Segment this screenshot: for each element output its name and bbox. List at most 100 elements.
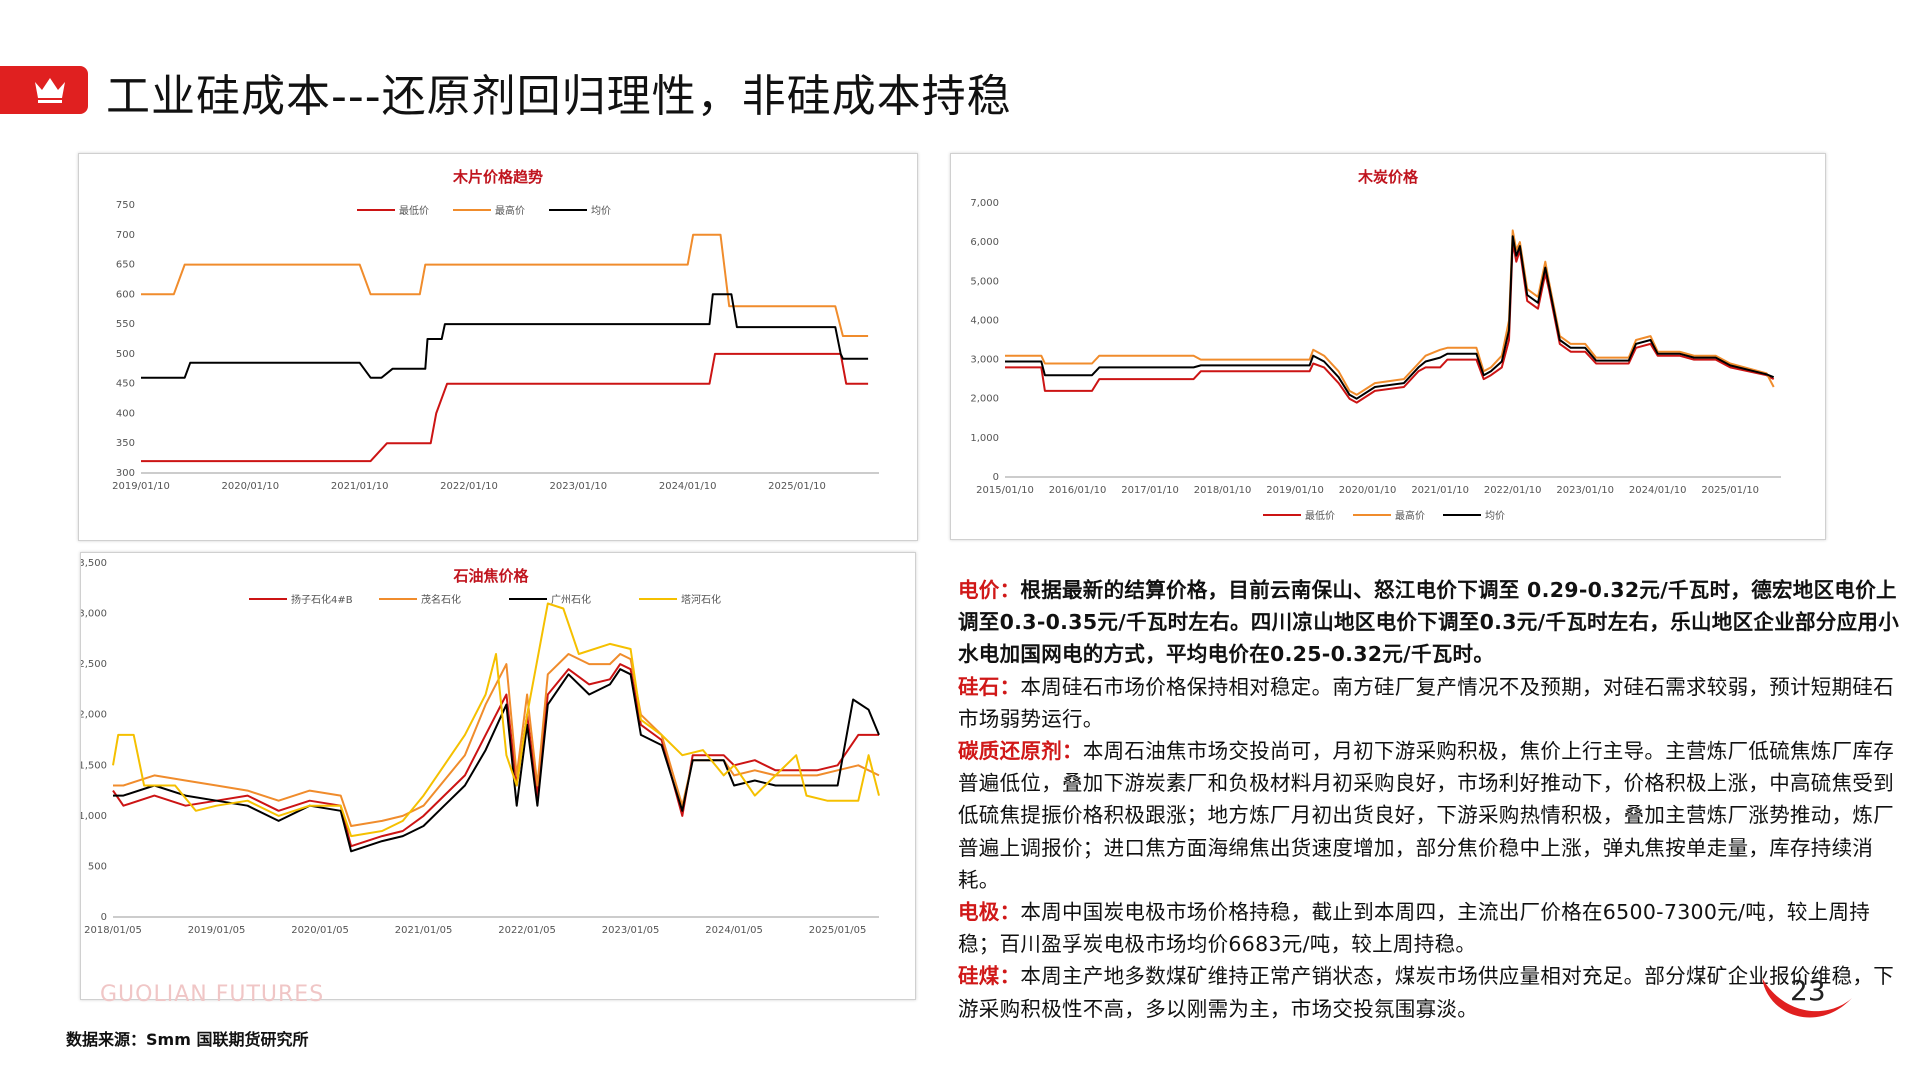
wood-chart-title: 木片价格趋势: [452, 168, 543, 186]
charcoal-chart-legend: 最低价 最高价 均价: [1263, 509, 1505, 522]
y-tick-label: 0: [101, 912, 107, 923]
note-electricity: 电价：根据最新的结算价格，目前云南保山、怒江电价下调至 0.29-0.32元/千…: [958, 574, 1908, 671]
y-tick-label: 550: [116, 319, 135, 330]
y-tick-label: 3,500: [81, 558, 107, 569]
petcoke-chart-panel: 石油焦价格 扬子石化4#B 茂名石化 广州石化 塔河石化 0 500 1,000 1,500…: [80, 552, 916, 1000]
y-tick-label: 350: [116, 438, 135, 449]
charcoal-chart-panel: 木炭价格 最低价 最高价 均价 0 1,000 2,000 3,000 4,000 5,000…: [950, 153, 1826, 540]
y-tick-label: 6,000: [970, 237, 999, 248]
series-line-2: [113, 668, 880, 853]
charcoal-chart-axes: 0 1,000 2,000 3,000 4,000 5,000 6,000 7,000 2015…: [970, 198, 1781, 496]
x-tick-label: 2024/01/10: [1629, 485, 1687, 496]
watermark: GUOLIAN FUTURES: [100, 982, 325, 1007]
x-tick-label: 2022/01/10: [1484, 485, 1542, 496]
market-notes: 电价：根据最新的结算价格，目前云南保山、怒江电价下调至 0.29-0.32元/千…: [958, 574, 1908, 1025]
note-label: 电极：: [958, 900, 1021, 925]
page-title: 工业硅成本---还原剂回归理性，非硅成本持稳: [106, 71, 1012, 122]
series-line-1: [113, 653, 880, 827]
y-tick-label: 500: [88, 861, 107, 872]
legend-label: 塔河石化: [681, 593, 721, 606]
note-text: 本周中国炭电极市场价格持稳，截止到本周四，主流出厂价格在6500-7300元/吨…: [958, 900, 1871, 957]
series-line-2: [141, 293, 869, 379]
petcoke-chart-axes: 0 500 1,000 1,500 2,000 2,500 3,000 3,500 2018/0…: [81, 558, 879, 936]
x-tick-label: 2021/01/10: [1411, 485, 1469, 496]
x-tick-label: 2016/01/10: [1049, 485, 1107, 496]
y-tick-label: 3,000: [81, 609, 107, 620]
wood-chip-chart: 木片价格趋势 最低价 最高价 均价 300 350 400 450 500 550 600 650…: [112, 168, 879, 492]
petcoke-chart-title: 石油焦价格: [452, 567, 529, 585]
y-tick-label: 7,000: [970, 198, 999, 209]
charcoal-chart-title: 木炭价格: [1357, 168, 1419, 186]
x-tick-label: 2017/01/10: [1121, 485, 1179, 496]
y-tick-label: 3,000: [970, 355, 999, 366]
series-line-1: [1005, 229, 1775, 396]
series-line-0: [141, 352, 869, 463]
x-tick-label: 2021/01/10: [331, 481, 389, 492]
charcoal-chart-lines: [1005, 229, 1775, 404]
page-number: 23: [1790, 974, 1826, 1007]
legend-label: 最高价: [495, 204, 525, 217]
note-label: 电价：: [958, 578, 1021, 602]
x-tick-label: 2022/01/10: [440, 481, 498, 492]
note-label: 碳质还原剂：: [958, 739, 1083, 764]
wood-chart-legend: 最低价 最高价 均价: [357, 204, 611, 217]
wood-chip-chart-panel: 木片价格趋势 最低价 最高价 均价 300 350 400 450 500 550 600 650…: [78, 153, 918, 541]
x-tick-label: 2023/01/10: [1556, 485, 1614, 496]
legend-label: 茂名石化: [421, 593, 461, 606]
wood-chart-axes: 300 350 400 450 500 550 600 650 700 750 2019/01/10…: [112, 200, 879, 492]
note-text: 本周石油焦市场交投尚可，月初下游采购积极，焦价上行主导。主营炼厂低硫焦炼厂库存普…: [958, 739, 1895, 892]
note-text: 本周硅石市场价格保持相对稳定。南方硅厂复产情况不及预期，对硅石需求较弱，预计短期…: [958, 674, 1895, 731]
y-tick-label: 2,500: [81, 659, 107, 670]
legend-label: 最低价: [399, 204, 429, 217]
y-tick-label: 700: [116, 230, 135, 241]
series-line-2: [1005, 235, 1775, 400]
x-tick-label: 2015/01/10: [976, 485, 1034, 496]
legend-label: 最高价: [1395, 509, 1425, 522]
x-tick-label: 2024/01/05: [705, 925, 763, 936]
series-line-1: [141, 233, 869, 337]
data-source: 数据来源：Smm 国联期货研究所: [66, 1030, 309, 1049]
x-tick-label: 2018/01/10: [1194, 485, 1252, 496]
petcoke-chart-legend: 扬子石化4#B 茂名石化 广州石化 塔河石化: [249, 593, 721, 606]
x-tick-label: 2025/01/10: [768, 481, 826, 492]
x-tick-label: 2019/01/10: [112, 481, 170, 492]
note-reductant: 碳质还原剂：本周石油焦市场交投尚可，月初下游采购积极，焦价上行主导。主营炼厂低硫…: [958, 735, 1908, 896]
note-silica: 硅石：本周硅石市场价格保持相对稳定。南方硅厂复产情况不及预期，对硅石需求较弱，预…: [958, 671, 1908, 735]
y-tick-label: 2,000: [81, 710, 107, 721]
note-text: 根据最新的结算价格，目前云南保山、怒江电价下调至 0.29-0.32元/千瓦时，…: [958, 578, 1899, 667]
y-tick-label: 2,000: [970, 394, 999, 405]
y-tick-label: 300: [116, 468, 135, 479]
page-corner-decoration: [1762, 978, 1852, 1018]
x-tick-label: 2021/01/05: [395, 925, 453, 936]
y-tick-label: 5,000: [970, 276, 999, 287]
x-tick-label: 2019/01/05: [188, 925, 246, 936]
x-tick-label: 2020/01/05: [291, 925, 349, 936]
note-text: 本周主产地多数煤矿维持正常产销状态，煤炭市场供应量相对充足。部分煤矿企业报价维稳…: [958, 964, 1895, 1021]
y-tick-label: 650: [116, 260, 135, 271]
note-label: 硅石：: [958, 674, 1021, 699]
petcoke-chart: 石油焦价格 扬子石化4#B 茂名石化 广州石化 塔河石化 0 500 1,000 1,500…: [81, 558, 880, 936]
series-line-3: [112, 602, 880, 838]
note-electrode: 电极：本周中国炭电极市场价格持稳，截止到本周四，主流出厂价格在6500-7300…: [958, 896, 1908, 960]
y-tick-label: 750: [116, 200, 135, 211]
legend-label: 均价: [1485, 510, 1505, 522]
note-label: 硅煤：: [958, 964, 1021, 989]
y-tick-label: 400: [116, 408, 135, 419]
x-tick-label: 2020/01/10: [222, 481, 280, 492]
x-tick-label: 2023/01/10: [550, 481, 608, 492]
x-tick-label: 2023/01/05: [602, 925, 660, 936]
x-tick-label: 2025/01/05: [809, 925, 867, 936]
x-tick-label: 2024/01/10: [659, 481, 717, 492]
y-tick-label: 1,000: [81, 811, 107, 822]
y-tick-label: 500: [116, 349, 135, 360]
y-tick-label: 4,000: [970, 315, 999, 326]
note-silicon-coal: 硅煤：本周主产地多数煤矿维持正常产销状态，煤炭市场供应量相对充足。部分煤矿企业报…: [958, 960, 1908, 1024]
series-line-0: [112, 663, 879, 848]
legend-label: 扬子石化4#B: [291, 593, 353, 606]
charcoal-chart: 木炭价格 最低价 最高价 均价 0 1,000 2,000 3,000 4,000 5,000…: [970, 168, 1781, 522]
y-tick-label: 0: [993, 472, 999, 483]
x-tick-label: 2022/01/05: [498, 925, 556, 936]
petcoke-chart-lines: [112, 602, 880, 853]
x-tick-label: 2020/01/10: [1339, 485, 1397, 496]
y-tick-label: 1,000: [970, 433, 999, 444]
